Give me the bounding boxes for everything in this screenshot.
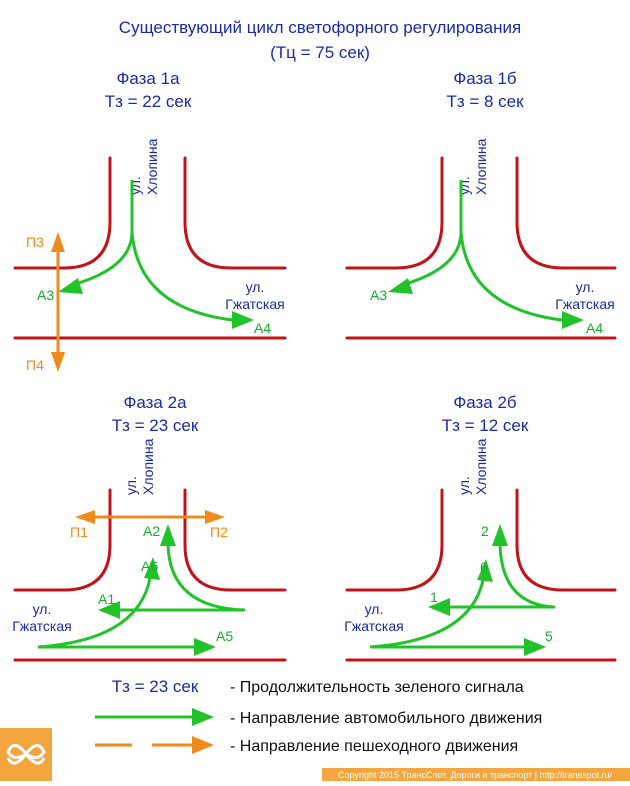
arrowhead: [144, 557, 160, 580]
car-label: А3: [370, 287, 387, 303]
arrowhead: [524, 638, 546, 656]
street-horizontal-name: Гжатская: [344, 618, 403, 634]
car-label: 6: [480, 559, 488, 575]
arrowhead: [194, 638, 216, 656]
street-vertical-name: Хлопина: [144, 138, 160, 195]
arrowhead: [51, 352, 65, 372]
street-horizontal-prefix: ул.: [576, 279, 595, 295]
street-horizontal-prefix: ул.: [365, 601, 384, 617]
street-horizontal-prefix: ул.: [33, 601, 52, 617]
arrowhead: [388, 278, 413, 294]
arrowhead: [160, 524, 176, 546]
phase-2a-duration: Тз = 23 сек: [112, 416, 199, 435]
footer-bar: [322, 768, 630, 781]
phase-1b-duration: Тз = 8 сек: [446, 92, 524, 111]
car-label: 5: [545, 628, 553, 644]
phase-1a-title: Фаза 1а: [116, 69, 180, 88]
diagram-title: Существующий цикл светофорного регулиров…: [119, 18, 521, 37]
car-label: А1: [98, 591, 115, 607]
phase-1a-duration: Тз = 22 сек: [105, 92, 192, 111]
car-arrow-a3: [401, 180, 463, 287]
road-edge: [183, 156, 287, 270]
legend-ped-arrowhead: [192, 736, 214, 754]
phase-1b: Фаза 1б Тз = 8 сек ул. Хлопина ул. Гжатс…: [345, 69, 617, 340]
car-arrow-a6: [37, 577, 152, 649]
arrowhead: [98, 601, 120, 619]
street-vertical-name: Хлопина: [473, 438, 489, 495]
road-edge: [13, 156, 112, 270]
street-vertical-prefix: ул.: [456, 476, 472, 495]
road-edge: [13, 488, 112, 592]
phase-2b-title: Фаза 2б: [453, 393, 517, 412]
street-horizontal-prefix: ул.: [246, 279, 265, 295]
footer-copyright: Copyright 2015 ТрансСпот. Дороги и транс…: [338, 770, 613, 780]
legend-duration-sample: Тз = 23 сек: [112, 677, 199, 696]
car-arrow-2: [498, 544, 556, 609]
street-horizontal-name: Гжатская: [225, 296, 284, 312]
phase-2a-title: Фаза 2а: [123, 393, 187, 412]
legend-duration-desc: - Продолжительность зеленого сигнала: [230, 679, 524, 696]
car-arrow-a4: [130, 231, 233, 322]
car-arrow-a3: [71, 180, 134, 287]
arrowhead: [492, 524, 508, 546]
phase-1a: Фаза 1а Тз = 22 сек ул. Хлопина ул. Гжат…: [13, 69, 287, 373]
car-label: А6: [141, 558, 158, 574]
car-arrow-6: [369, 579, 485, 649]
car-label: А4: [254, 320, 271, 336]
street-horizontal-name: Гжатская: [555, 296, 614, 312]
street-vertical-name: Хлопина: [140, 438, 156, 495]
arrowhead: [58, 278, 83, 294]
ped-label: П2: [210, 524, 228, 540]
arrowhead: [205, 510, 225, 524]
car-arrow-a4: [459, 231, 563, 322]
cycle-duration: (Тц = 75 сек): [270, 43, 370, 62]
car-label: А5: [216, 628, 233, 644]
legend: Тз = 23 сек - Продолжительность зеленого…: [95, 677, 542, 755]
car-label: 2: [481, 523, 489, 539]
street-vertical-name: Хлопина: [473, 138, 489, 195]
legend-ped-desc: - Направление пешеходного движения: [230, 738, 518, 755]
phase-2b: Фаза 2б Тз = 12 сек ул. Хлопина ул. Гжат…: [344, 393, 617, 662]
road-edge: [345, 156, 444, 270]
ped-label: П3: [26, 234, 44, 250]
car-label: А3: [37, 287, 54, 303]
ped-label: П4: [26, 357, 44, 373]
phase-2a: Фаза 2а Тз = 23 сек ул. Хлопина ул. Гжат…: [12, 393, 287, 662]
car-label: 1: [430, 589, 438, 605]
car-label: А2: [143, 523, 160, 539]
phase-2b-duration: Тз = 12 сек: [442, 416, 529, 435]
arrowhead: [428, 598, 450, 616]
road-edge: [515, 488, 617, 592]
legend-car-arrowhead: [192, 708, 214, 726]
road-edge: [515, 156, 617, 270]
transspot-logo: [0, 728, 52, 781]
street-vertical-prefix: ул.: [127, 176, 143, 195]
car-arrow-a2: [166, 544, 246, 612]
street-horizontal-name: Гжатская: [12, 618, 71, 634]
street-vertical-prefix: ул.: [123, 476, 139, 495]
street-vertical-prefix: ул.: [456, 176, 472, 195]
arrowhead: [51, 232, 65, 252]
phase-1b-title: Фаза 1б: [453, 69, 517, 88]
ped-label: П1: [70, 524, 88, 540]
car-label: А4: [586, 320, 603, 336]
road-edge: [183, 488, 287, 592]
arrowhead: [232, 311, 254, 329]
arrowhead: [562, 311, 584, 329]
road-edge: [345, 488, 444, 592]
arrowhead: [477, 559, 493, 582]
legend-car-desc: - Направление автомобильного движения: [230, 710, 542, 727]
arrowhead: [75, 510, 95, 524]
